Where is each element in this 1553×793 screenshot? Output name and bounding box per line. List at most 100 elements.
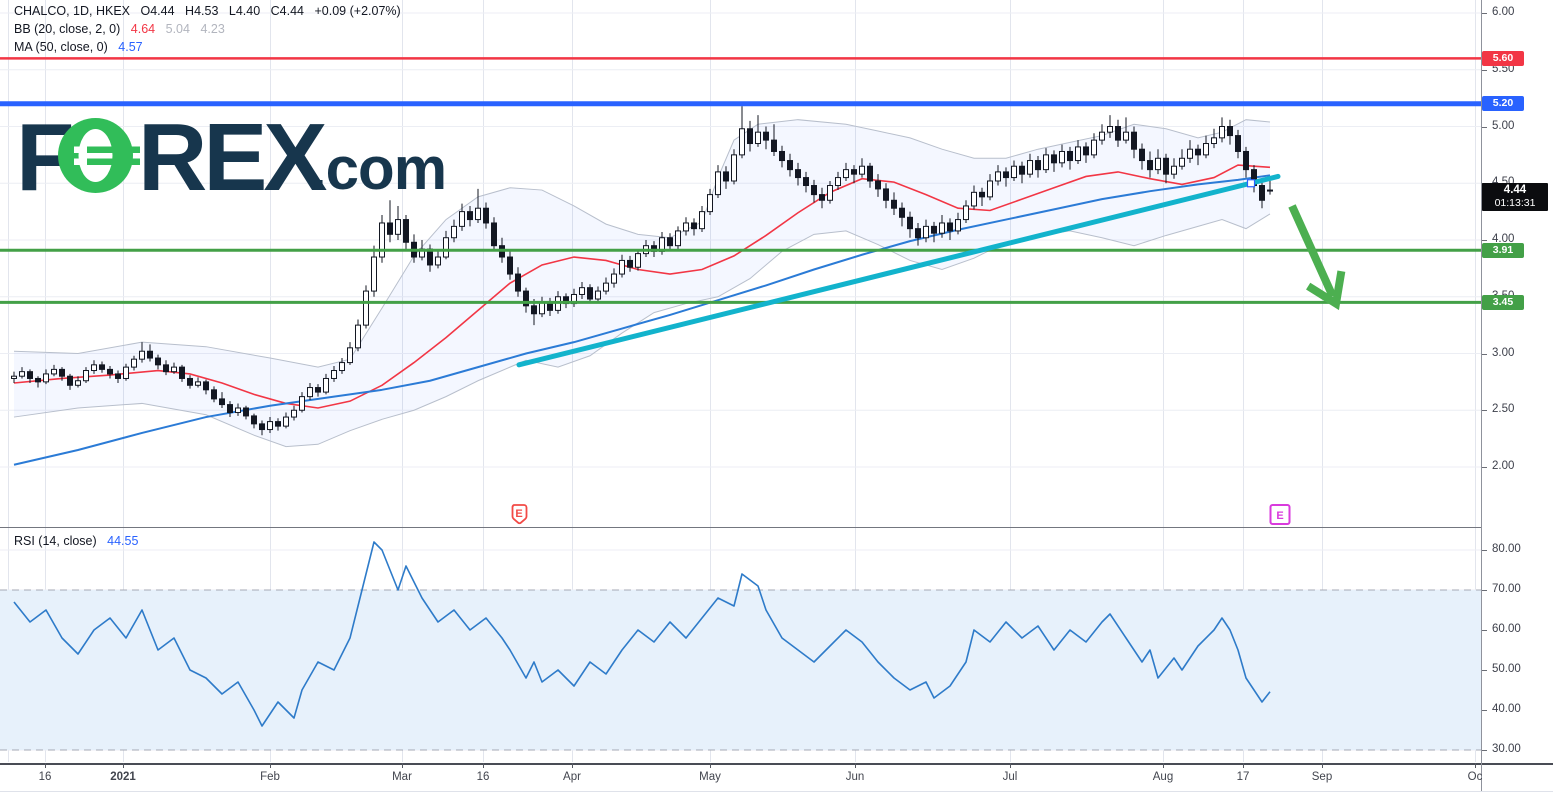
price-tick-label: 6.00 [1492,6,1515,18]
time-tick-mark [1322,763,1323,768]
arrow-head [1306,270,1346,311]
candlestick-series [11,106,1273,436]
rsi-pane[interactable] [0,528,1481,762]
trendline-handle[interactable] [1246,179,1256,188]
ohlc-high: H4.53 [185,4,219,18]
price-tick-label: 5.00 [1492,119,1515,132]
earnings-badge-shield[interactable]: E [511,504,528,525]
price-tick-mark [1482,13,1487,14]
bb-basis-value: 4.64 [130,22,156,36]
rsi-tick-label: 70.00 [1492,583,1521,595]
rsi-tick-mark [1482,750,1487,751]
time-label-2021[interactable]: 2021 [110,771,136,783]
level-price-badge-5.60: 5.60 [1482,50,1524,66]
time-tick-mark [710,763,711,768]
time-label-Jul[interactable]: Jul [1002,771,1018,783]
horizontal-level-lines[interactable] [0,57,1481,304]
rsi-tick-label: 40.00 [1492,703,1521,715]
price-tick-mark [1482,353,1487,355]
time-label-Sep[interactable]: Sep [1311,771,1333,783]
rsi-tick-mark [1482,630,1487,631]
rsi-tick-mark [1482,590,1487,591]
watermark-letters-rex: REX [138,104,327,211]
time-tick-mark [45,763,46,768]
time-tick-mark [402,763,403,768]
down-arrow-drawing[interactable] [1288,204,1346,311]
rsi-tick-mark [1482,710,1487,711]
bar-countdown: 01:13:31 [1494,197,1536,209]
time-label-Mar[interactable]: Mar [392,771,412,783]
time-label-16[interactable]: 16 [476,771,490,783]
rsi-line-series [13,541,1271,727]
rsi-tick-mark [1482,670,1487,671]
price-tick-label: 4.00 [1492,233,1515,245]
time-tick-mark [572,763,573,768]
symbol-title: CHALCO, 1D, HKEX [14,4,131,18]
price-tick-label: 2.00 [1492,460,1515,472]
last-price-label: 4.44 01:13:31 [1482,183,1548,211]
time-label-17[interactable]: 17 [1236,771,1250,783]
time-tick-mark [1475,763,1476,768]
time-axis-separator [0,763,1553,765]
rsi-tick-label: 30.00 [1492,743,1521,755]
level-price-badge-5.20: 5.20 [1482,96,1524,112]
arrow-shaft[interactable] [1288,204,1337,298]
ohlc-close: C4.44 [270,4,305,18]
price-tick-mark [1482,467,1487,468]
ohlc-low: L4.40 [228,4,261,18]
pane-separator[interactable] [0,527,1481,528]
time-label-Apr[interactable]: Apr [563,771,581,783]
time-tick-mark [1243,763,1244,768]
change-value: +0.09 (+2.07%) [314,4,401,18]
time-label-Jun[interactable]: Jun [845,771,865,783]
rsi-tick-label: 60.00 [1492,623,1521,635]
price-tick-mark [1482,69,1487,71]
trendline[interactable] [516,173,1281,368]
time-tick-mark [1010,763,1011,768]
time-tick-mark [123,763,124,768]
bb-indicator-legend-row[interactable]: BB (20, close, 2, 0) 4.64 5.04 4.23 [14,22,232,36]
time-label-Oc[interactable]: Oc [1467,771,1483,783]
last-price-value: 4.44 [1503,184,1527,196]
price-tick-label: 2.50 [1492,403,1515,416]
ma-value: 4.57 [118,40,143,54]
bb-label: BB (20, close, 2, 0) [14,22,121,36]
price-tick-label: 3.00 [1492,346,1515,359]
ma50-series [13,174,1271,466]
rsi-band [0,589,1481,751]
bottom-edge-line [0,791,1553,792]
time-tick-mark [1163,763,1164,768]
time-label-Aug[interactable]: Aug [1152,771,1174,783]
svg-text:E: E [515,508,522,520]
price-grid [0,0,1481,527]
ma-indicator-legend-row[interactable]: MA (50, close, 0) 4.57 [14,40,150,54]
time-label-Feb[interactable]: Feb [260,771,280,783]
rsi-indicator-legend-row[interactable]: RSI (14, close) 44.55 [14,534,145,548]
forex-com-watermark: F REX .com [16,104,447,211]
time-tick-mark [270,763,271,768]
time-tick-mark [483,763,484,768]
rsi-value: 44.55 [107,534,139,548]
ma-label: MA (50, close, 0) [14,40,108,54]
time-label-16[interactable]: 16 [38,771,52,783]
svg-text:E: E [1276,510,1283,522]
symbol-legend-row[interactable]: CHALCO, 1D, HKEX O4.44 H4.53 L4.40 C4.44… [14,4,408,18]
ohlc-open: O4.44 [140,4,175,18]
bb-upper-value: 5.04 [165,22,190,36]
level-price-badge-3.45: 3.45 [1482,294,1524,310]
earnings-badge-square[interactable]: E [1269,504,1291,525]
price-scale-border [1481,0,1482,791]
price-tick-mark [1482,126,1487,128]
price-tick-mark [1482,410,1487,412]
bb-lower-value: 4.23 [200,22,225,36]
trendline-drawing[interactable] [516,173,1281,368]
watermark-dot-com: .com [310,135,446,202]
time-label-May[interactable]: May [699,771,721,783]
rsi-tick-label: 50.00 [1492,663,1521,675]
rsi-label: RSI (14, close) [14,534,97,548]
level-price-badge-3.91: 3.91 [1482,242,1524,258]
time-tick-mark [855,763,856,768]
